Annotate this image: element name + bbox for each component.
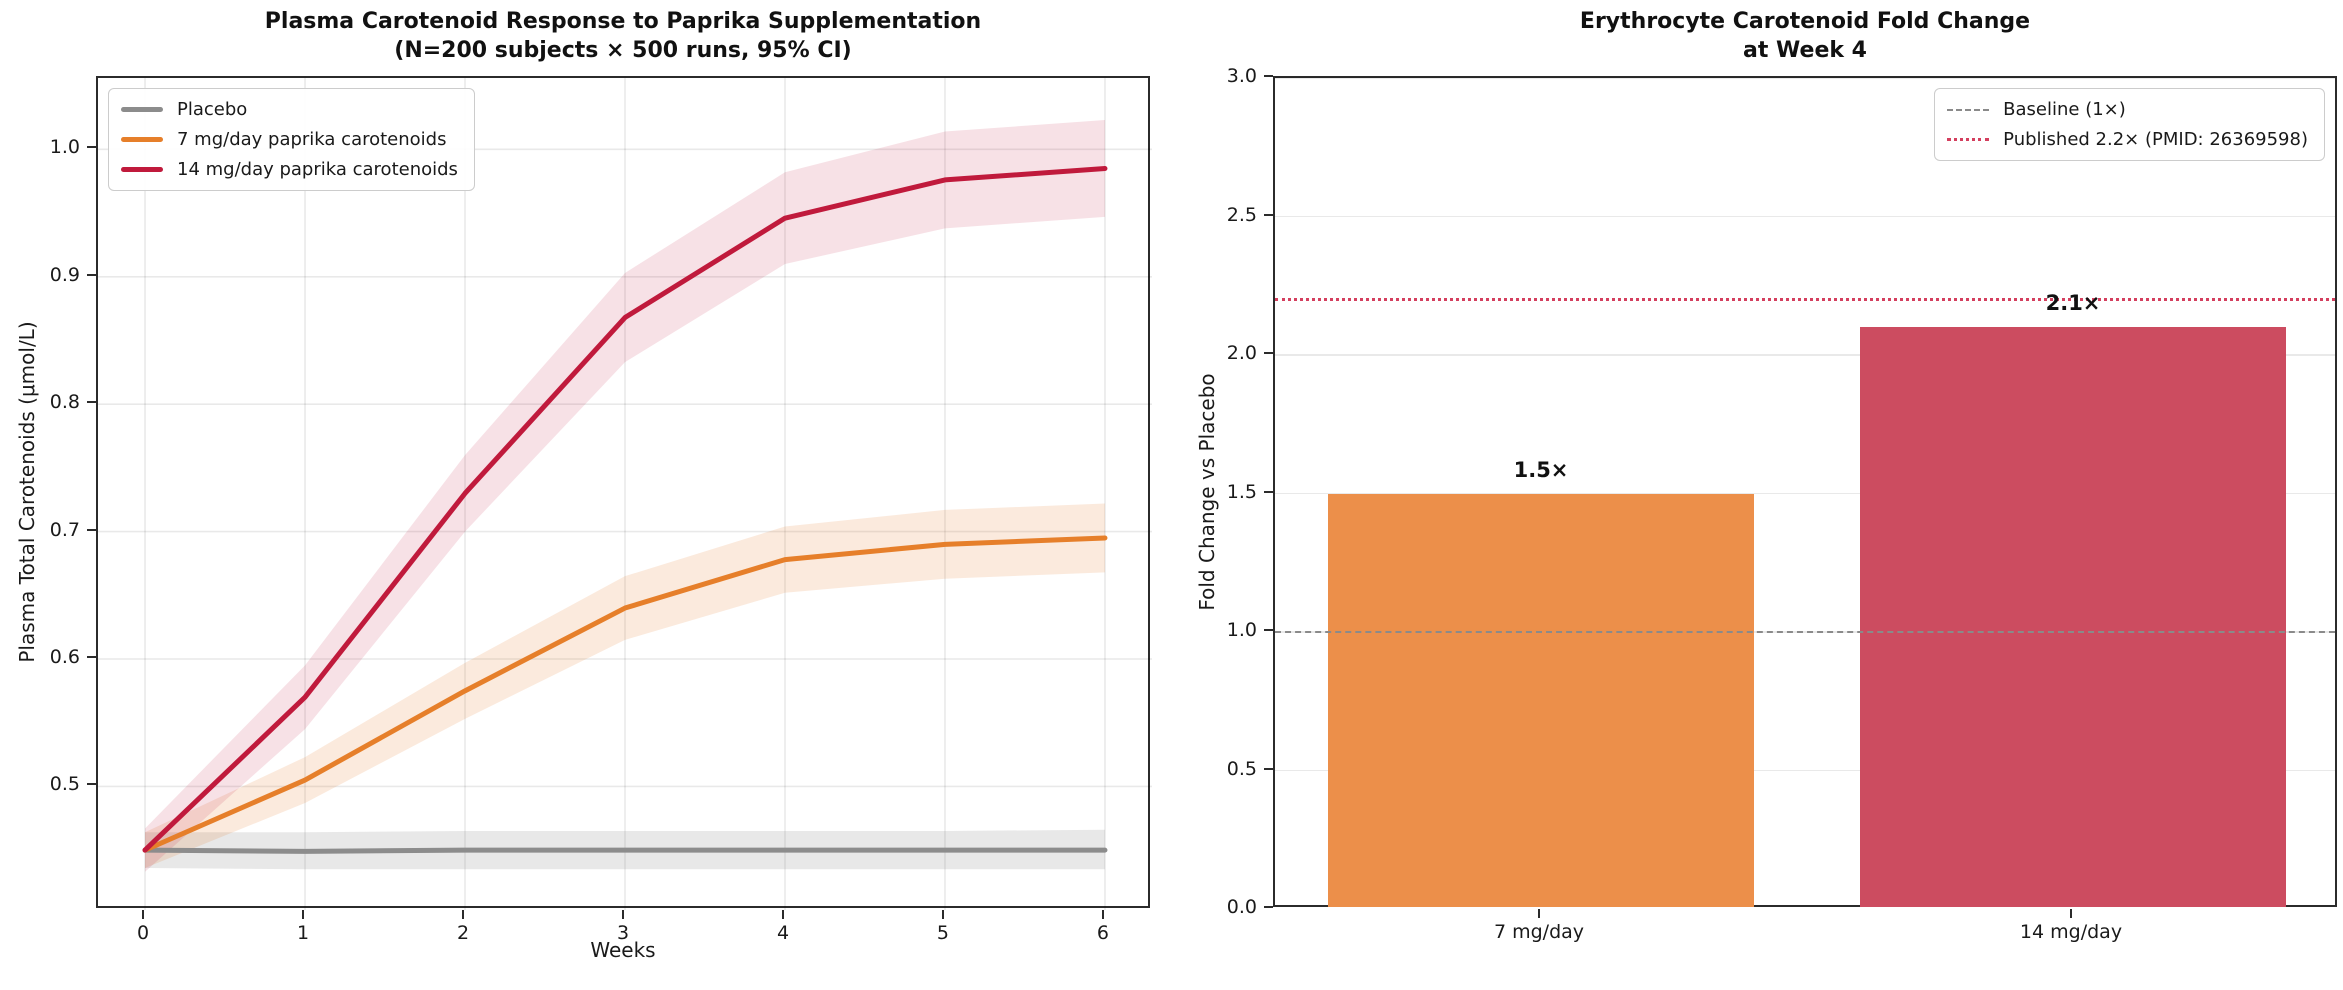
left-chart-title-line1: Plasma Carotenoid Response to Paprika Su… (264, 9, 982, 34)
legend-label: Published 2.2× (PMID: 26369598) (2003, 129, 2308, 150)
published-reference-line (1275, 297, 2335, 301)
x-tick-mark (1538, 909, 1540, 918)
y-tick-label: 0.9 (49, 263, 80, 286)
baseline-legend-item: Baseline (1×) (1947, 99, 2308, 120)
x-tick-label: 3 (616, 922, 630, 944)
x-tick-label: 1 (296, 922, 310, 944)
x-tick-mark (462, 910, 464, 919)
right-chart-title-line2: at Week 4 (1743, 38, 1867, 64)
legend-line-swatch (121, 107, 163, 112)
x-tick-label: 14 mg/day (2019, 921, 2123, 943)
baseline-line (1275, 631, 2335, 633)
legend-label: Placebo (177, 99, 248, 120)
y-tick-mark (87, 146, 96, 149)
y-tick-label: 0.0 (1226, 896, 1257, 918)
left-x-axis-label: Weeks (590, 938, 656, 962)
right-chart-title-line1: Erythrocyte Carotenoid Fold Change (1579, 9, 2031, 34)
x-tick-mark (622, 910, 624, 919)
y-tick-mark (1264, 906, 1273, 908)
y-tick-mark (87, 655, 96, 658)
x-tick-label: 0 (136, 922, 150, 944)
bar-7-mg-day (1328, 493, 1754, 907)
y-tick-label: 1.0 (1226, 619, 1257, 641)
y-tick-mark (1264, 490, 1273, 493)
right-y-axis-label: Fold Change vs Placebo (1195, 373, 1219, 611)
y-tick-label: 0.5 (1226, 757, 1257, 780)
bar-value-label: 2.1× (2045, 291, 2101, 316)
x-tick-mark (941, 910, 944, 919)
legend-label: 7 mg/day paprika carotenoids (177, 129, 447, 150)
grid-line-h (1275, 77, 2335, 79)
x-tick-mark (2070, 909, 2072, 918)
bar-14-mg-day (1860, 327, 2286, 907)
y-tick-mark (87, 401, 96, 404)
y-tick-label: 2.0 (1226, 342, 1257, 364)
x-tick-mark (302, 910, 305, 919)
legend-line-swatch (121, 137, 163, 142)
left-legend: Placebo 7 mg/day paprika carotenoids 14 mg… (108, 88, 475, 191)
right-axes: Baseline (1×) Published 2.2× (PMID: 26369… (1273, 76, 2337, 907)
y-tick-label: 0.8 (49, 391, 80, 414)
legend-line-swatch (1947, 108, 1990, 111)
series-line-14 (142, 165, 1108, 853)
x-tick-label: 4 (776, 922, 790, 944)
y-tick-mark (1264, 629, 1273, 631)
y-tick-mark (1264, 352, 1273, 354)
x-tick-label: 5 (936, 922, 950, 944)
y-tick-label: 2.5 (1226, 203, 1257, 226)
grid-line-h (1275, 769, 2335, 772)
y-tick-label: 0.6 (49, 645, 80, 668)
legend-label: 14 mg/day paprika carotenoids (177, 159, 458, 180)
left-chart-title-line2: (N=200 subjects × 500 runs, 95% CI) (394, 38, 852, 64)
x-tick-mark (142, 910, 145, 919)
right-legend: Baseline (1×) Published 2.2× (PMID: 26369… (1934, 88, 2325, 161)
y-tick-mark (87, 783, 96, 786)
series-line-placebo (142, 847, 1108, 854)
y-tick-mark (87, 273, 96, 276)
left-y-axis-label: Plasma Total Carotenoids (μmol/L) (15, 321, 39, 663)
legend-line-swatch (1947, 138, 1990, 141)
y-tick-label: 0.5 (49, 773, 80, 796)
x-tick-label: 2 (456, 922, 470, 944)
x-tick-mark (1101, 910, 1104, 919)
y-tick-mark (87, 528, 96, 531)
x-tick-label: 6 (1096, 922, 1109, 944)
grid-line-h (1275, 215, 2335, 218)
bar-value-label: 1.5× (1513, 457, 1569, 482)
x-tick-label: 7 mg/day (1493, 921, 1585, 943)
y-tick-label: 0.7 (49, 518, 80, 541)
grid-line-h (1275, 492, 2335, 495)
legend-item: Placebo (121, 99, 458, 120)
y-tick-label: 1.5 (1226, 480, 1257, 503)
left-chart-title: Plasma Carotenoid Response to Paprika Su… (96, 7, 1150, 65)
legend-item: 14 mg/day paprika carotenoids (121, 159, 458, 180)
right-chart-title: Erythrocyte Carotenoid Fold Change at We… (1273, 7, 2337, 65)
legend-item: 7 mg/day paprika carotenoids (121, 129, 458, 150)
y-tick-mark (1264, 767, 1273, 770)
y-tick-mark (1264, 213, 1273, 216)
left-axes: Placebo 7 mg/day paprika carotenoids 14 mg… (96, 76, 1152, 910)
published-legend-item: Published 2.2× (PMID: 26369598) (1947, 129, 2308, 150)
legend-line-swatch (121, 167, 163, 172)
line-chart-canvas (98, 78, 1152, 910)
y-tick-label: 3.0 (1226, 65, 1257, 87)
y-tick-label: 1.0 (49, 136, 80, 159)
series-line-7 (142, 535, 1108, 853)
grid-line-h (1275, 354, 2335, 356)
legend-label: Baseline (1×) (2003, 99, 2126, 120)
y-tick-mark (1264, 75, 1273, 77)
ci-band-14 (145, 120, 1105, 872)
x-tick-mark (781, 910, 784, 919)
